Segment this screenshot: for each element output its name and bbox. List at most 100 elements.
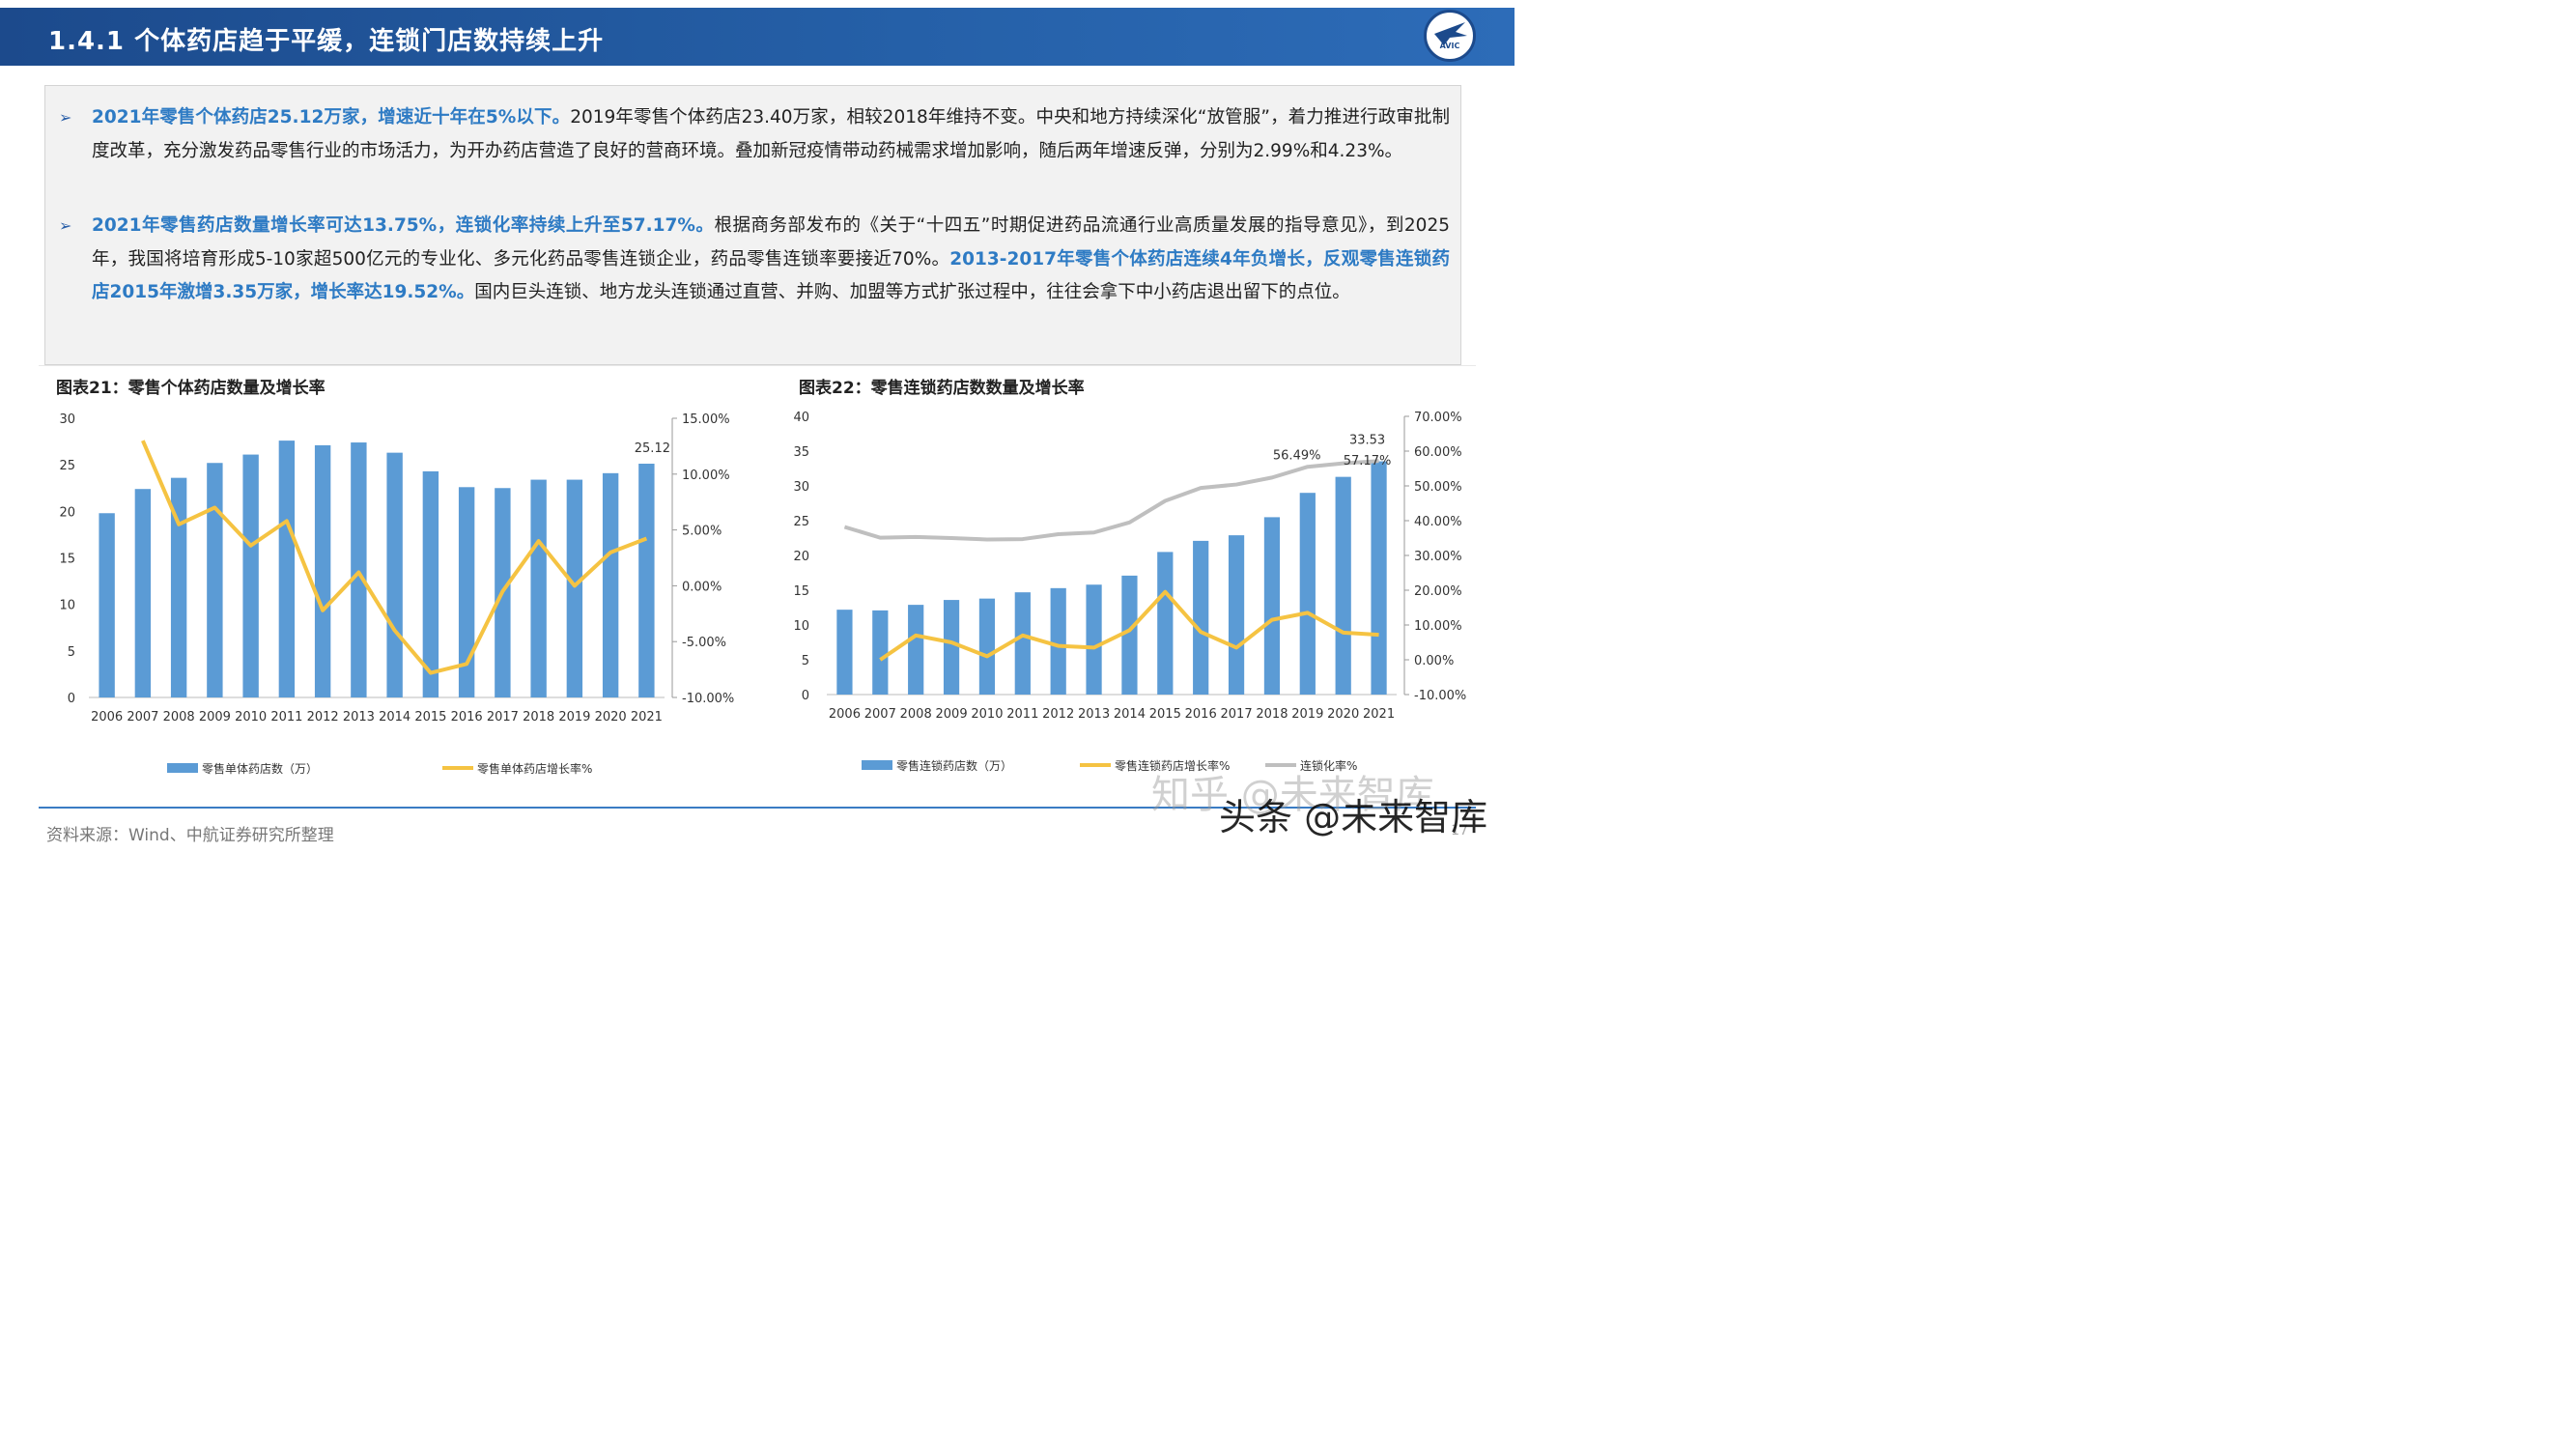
right-axis-tick: -10.00% <box>1414 689 1466 703</box>
right-axis-tick: 30.00% <box>1414 550 1462 564</box>
x-axis-tick: 2009 <box>199 710 231 724</box>
right-axis-tick: 5.00% <box>682 525 722 539</box>
footer-line <box>39 807 1476 809</box>
legend-swatch <box>167 763 198 773</box>
x-axis-tick: 2019 <box>1291 707 1323 722</box>
data-label: 56.49% <box>1273 449 1321 464</box>
x-axis-tick: 2010 <box>235 710 267 724</box>
x-axis-tick: 2014 <box>379 710 410 724</box>
x-axis-tick: 2012 <box>307 710 339 724</box>
bar <box>386 452 403 697</box>
bar <box>872 610 889 695</box>
bar <box>242 454 259 697</box>
x-axis-tick: 2012 <box>1042 707 1074 722</box>
bullet-2-text-2: 国内巨头连锁、地方龙头连锁通过直营、并购、加盟等方式扩张过程中，往往会拿下中小药… <box>474 282 1350 302</box>
left-axis-tick: 5 <box>68 645 75 660</box>
chart-22-title: 图表22：零售连锁药店数数量及增长率 <box>799 379 1085 398</box>
avic-logo: AVIC <box>1424 10 1476 62</box>
bullet-1-highlight: 2021年零售个体药店25.12万家，增速近十年在5%以下。 <box>92 107 571 128</box>
x-axis-tick: 2013 <box>1078 707 1110 722</box>
x-axis-tick: 2014 <box>1114 707 1146 722</box>
x-axis-tick: 2015 <box>1149 707 1181 722</box>
chart-21: 0 5 10 15 20 25 30 -10.00% -5.00% 0.00% 5.00% 10.00… <box>59 412 734 776</box>
x-axis-tick: 2021 <box>631 710 663 724</box>
x-axis-tick: 2011 <box>270 710 302 724</box>
left-axis-tick: 30 <box>793 480 809 495</box>
left-axis-tick: 20 <box>793 550 809 564</box>
right-axis-tick: -10.00% <box>682 692 734 706</box>
x-axis-tick: 2006 <box>91 710 123 724</box>
left-axis-tick: 35 <box>793 445 809 460</box>
x-axis-tick: 2021 <box>1363 707 1395 722</box>
bar <box>1335 476 1351 695</box>
legend-label: 零售连锁药店数（万） <box>896 758 1012 773</box>
x-axis-tick: 2020 <box>595 710 627 724</box>
right-axis-tick: 10.00% <box>1414 619 1462 634</box>
bullet-2-highlight: 2021年零售药店数量增长率可达13.75%，连锁化率持续上升至57.17%。 <box>92 215 715 236</box>
bar <box>1014 592 1031 695</box>
left-axis-tick: 10 <box>59 599 75 613</box>
left-axis-tick: 30 <box>59 412 75 427</box>
left-axis-tick: 0 <box>802 689 809 703</box>
series-line <box>843 459 1379 542</box>
x-axis-tick: 2013 <box>343 710 375 724</box>
bar <box>1371 461 1387 695</box>
x-axis-tick: 2016 <box>451 710 483 724</box>
legend-label: 连锁化率% <box>1300 758 1357 773</box>
data-label: 57.17% <box>1344 454 1392 469</box>
bullet-2-highlight-2: 2013-2017年零售个体药店连续4年负增长，反观零售连锁药店2015年激增3… <box>92 248 1451 303</box>
x-axis-tick: 2008 <box>163 710 195 724</box>
left-axis-tick: 40 <box>793 411 809 425</box>
right-axis-tick: 60.00% <box>1414 445 1462 460</box>
right-axis-tick: 50.00% <box>1414 480 1462 495</box>
bullet-2-text: 根据商务部发布的《关于“十四五”时期促进药品流通行业高质量发展的指导意见》，到2… <box>92 215 1450 270</box>
left-axis-tick: 20 <box>59 505 75 520</box>
series-line <box>879 589 1379 662</box>
left-axis-tick: 0 <box>68 692 75 706</box>
header-bar: 1.4.1 个体药店趋于平缓，连锁门店数持续上升 AVIC <box>0 8 1514 66</box>
x-axis-tick: 2016 <box>1185 707 1217 722</box>
legend-label: 零售单体药店增长率% <box>477 761 592 776</box>
legend-swatch <box>862 760 892 770</box>
bar <box>908 605 924 695</box>
right-axis-tick: 70.00% <box>1414 411 1462 425</box>
x-axis-tick: 2017 <box>1221 707 1253 722</box>
bar <box>314 444 331 697</box>
bar <box>1263 517 1281 695</box>
legend-label: 零售连锁药店增长率% <box>1115 758 1230 773</box>
legend-label: 零售单体药店数（万） <box>202 761 318 776</box>
data-label: 25.12 <box>635 441 670 456</box>
bullet-arrow-icon: ➢ <box>59 216 72 235</box>
page-number: 17 <box>1451 823 1468 838</box>
right-axis-tick: -5.00% <box>682 636 726 650</box>
right-axis-tick: 40.00% <box>1414 515 1462 529</box>
bar <box>278 440 296 697</box>
left-axis-tick: 25 <box>793 515 809 529</box>
summary-box: ➢ 2021年零售个体药店25.12万家，增速近十年在5%以下。2019年零售个… <box>44 85 1461 365</box>
bar <box>1228 535 1245 695</box>
bullet-1-text: 2019年零售个体药店23.40万家，相较2018年维持不变。中央和地方持续深化… <box>92 107 1451 161</box>
x-axis-tick: 2017 <box>487 710 519 724</box>
bar <box>99 513 115 697</box>
x-axis-tick: 2015 <box>414 710 446 724</box>
watermark-zhihu: 知乎 @未来智库 <box>1151 773 1434 817</box>
series-line <box>141 440 648 675</box>
x-axis-tick: 2006 <box>829 707 861 722</box>
bar <box>351 442 367 697</box>
x-axis-tick: 2007 <box>127 710 158 724</box>
x-axis-tick: 2011 <box>1006 707 1038 722</box>
bar <box>458 487 475 697</box>
left-axis-tick: 15 <box>59 553 75 567</box>
bar <box>836 610 853 695</box>
bar <box>943 600 960 695</box>
x-axis-tick: 2020 <box>1327 707 1359 722</box>
x-axis-tick: 2007 <box>864 707 896 722</box>
bar <box>422 470 439 697</box>
bar <box>170 477 187 697</box>
right-axis-tick: 0.00% <box>1414 654 1454 668</box>
left-axis-tick: 25 <box>59 459 75 473</box>
bar <box>978 598 996 695</box>
right-axis-tick: 15.00% <box>682 412 730 427</box>
x-axis-tick: 2019 <box>558 710 590 724</box>
bar <box>602 472 619 697</box>
